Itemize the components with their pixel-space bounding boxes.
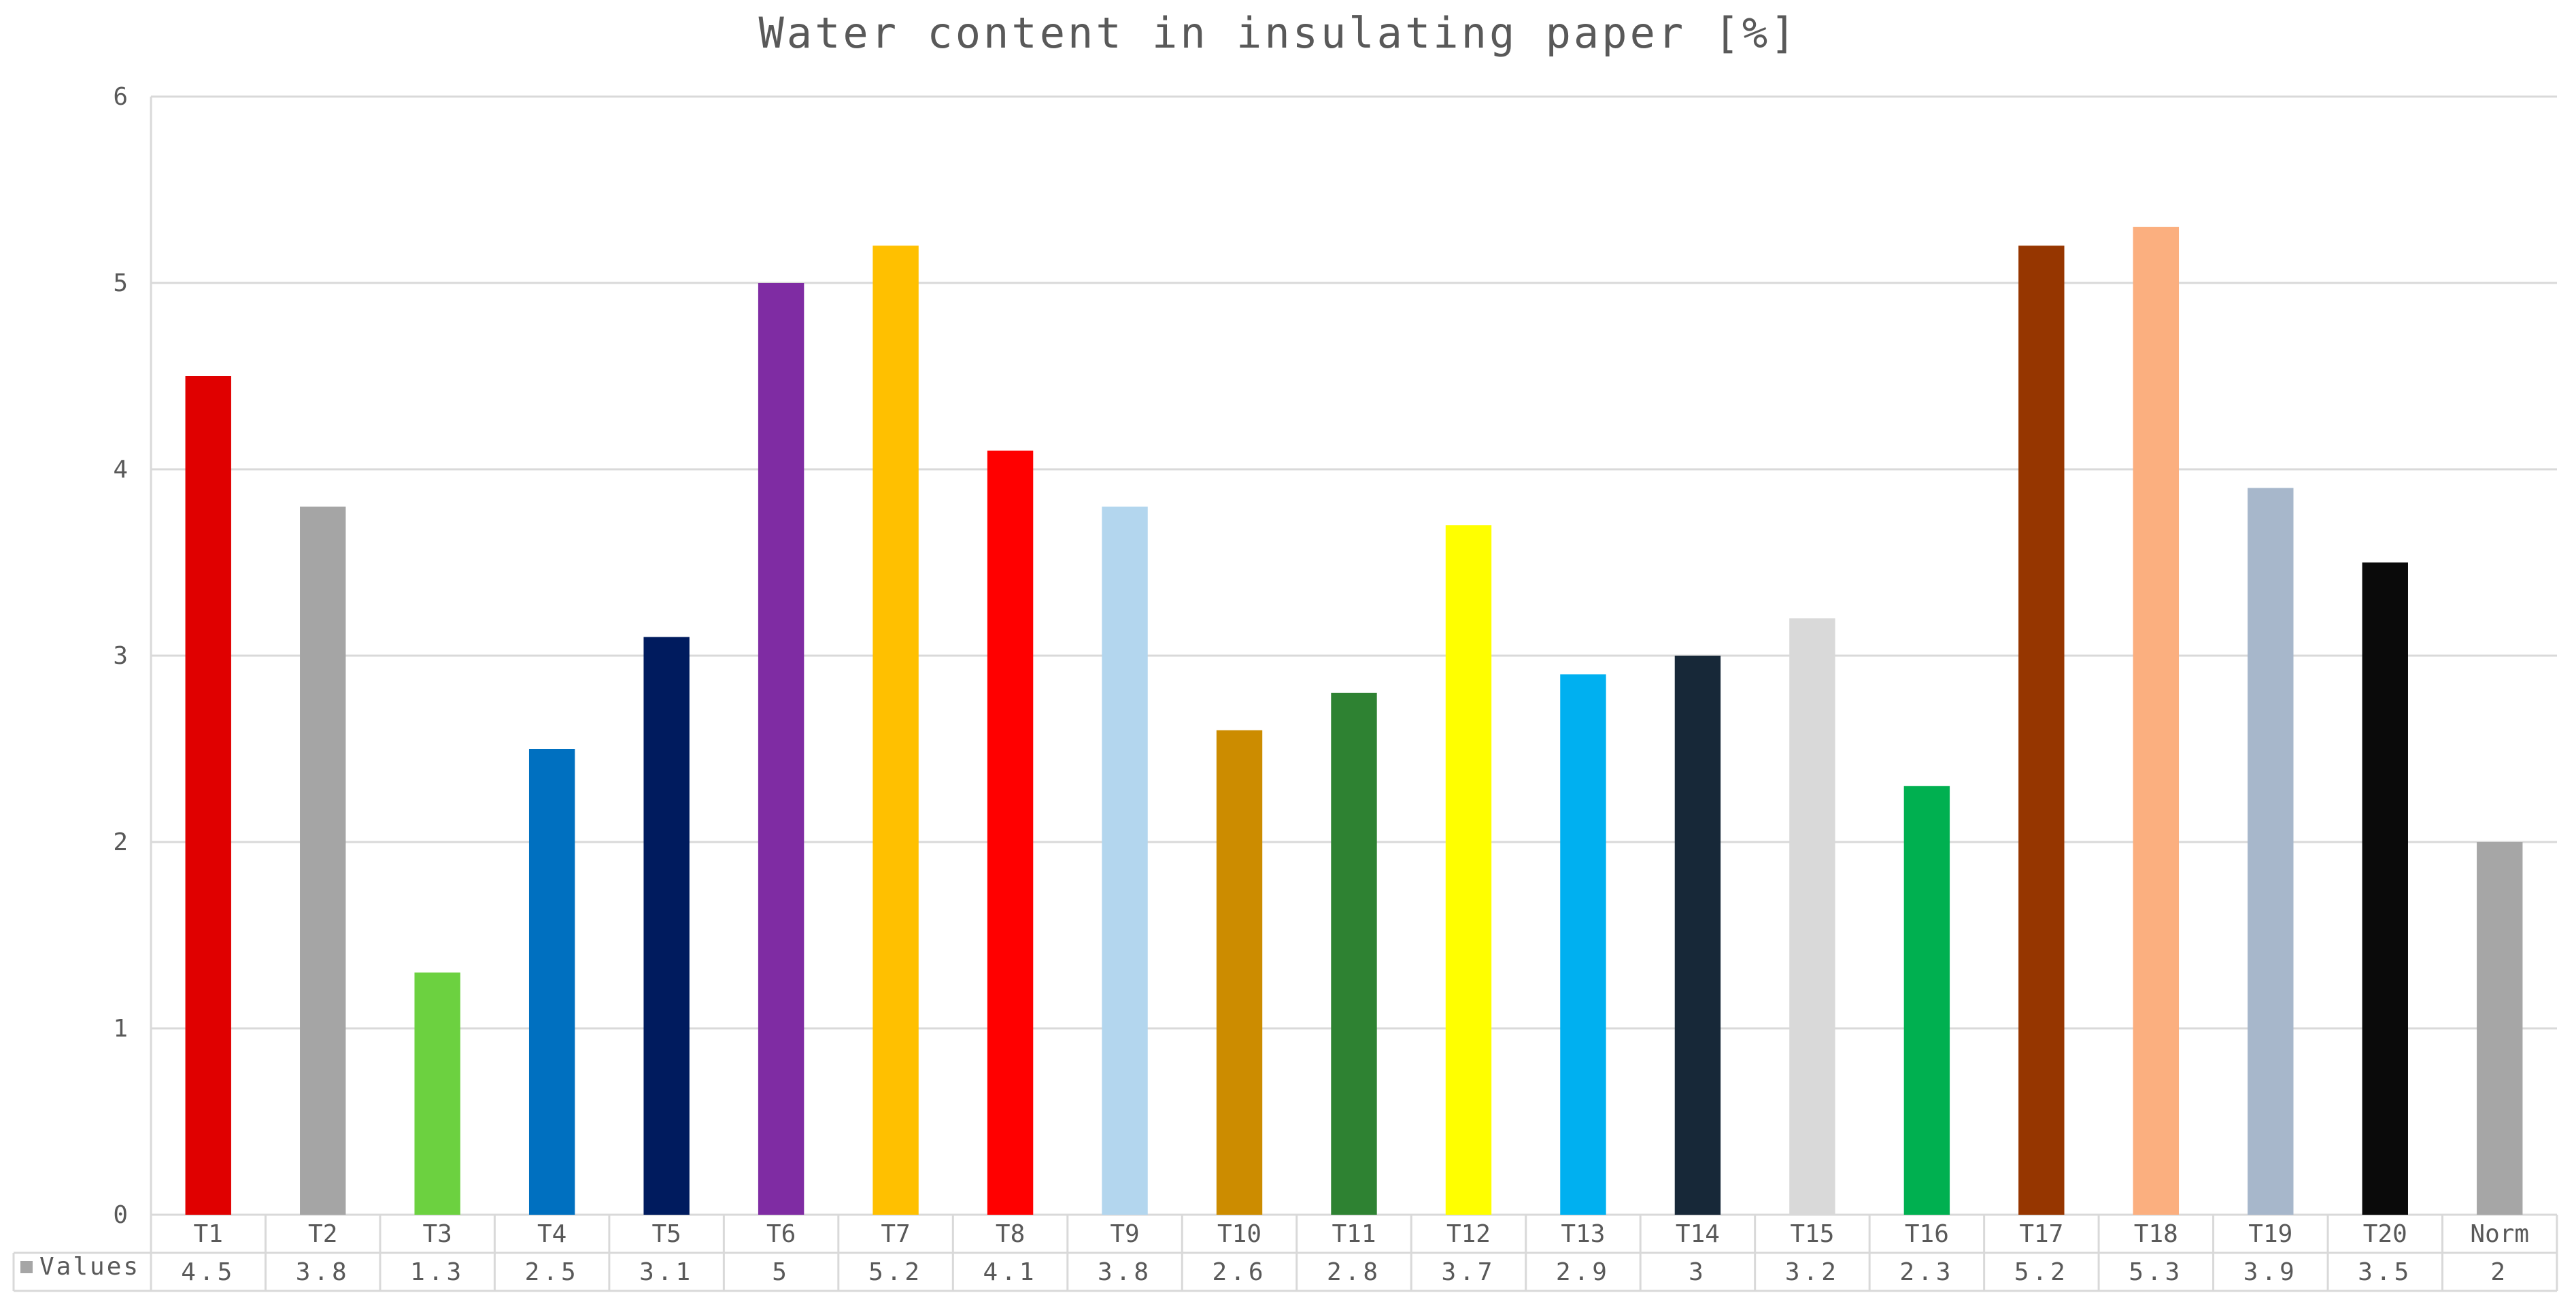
category-label: T4 (537, 1220, 566, 1248)
category-label: T15 (1790, 1220, 1834, 1248)
y-tick-label: 4 (113, 456, 128, 484)
value-label: 3.7 (1441, 1258, 1495, 1286)
category-label: T11 (1332, 1220, 1376, 1248)
value-label: 5 (772, 1258, 790, 1286)
value-label: 1.3 (410, 1258, 464, 1286)
category-label: T10 (1217, 1220, 1261, 1248)
chart-title: Water content in insulating paper [%] (758, 8, 1798, 58)
y-tick-label: 1 (113, 1015, 128, 1043)
bar-t3 (414, 972, 460, 1215)
category-label: T19 (2248, 1220, 2292, 1248)
value-label: 3.9 (2243, 1258, 2298, 1286)
value-label: 2.5 (525, 1258, 579, 1286)
y-axis-ticks: 0 1 2 3 4 5 6 (113, 83, 128, 1229)
legend-marker (20, 1261, 33, 1273)
category-label: T14 (1676, 1220, 1720, 1248)
bar-t16 (1903, 786, 1950, 1215)
value-label: 2.8 (1327, 1258, 1381, 1286)
bar-t6 (758, 283, 804, 1215)
data-table: Values T1 4.5 T2 3.8 T3 1.3 T4 2.5 T5 3.1 T6 5 T7 5.2… (12, 1215, 2558, 1292)
value-label: 2.3 (1899, 1258, 1954, 1286)
bars (185, 226, 2523, 1215)
value-label: 3.2 (1785, 1258, 1840, 1286)
bar-t10 (1216, 730, 1263, 1215)
category-label: T17 (2019, 1220, 2063, 1248)
category-label: T18 (2134, 1220, 2178, 1248)
category-label: T3 (423, 1220, 452, 1248)
value-label: 3.1 (639, 1258, 694, 1286)
bar-t5 (643, 637, 690, 1215)
category-label: T9 (1110, 1220, 1139, 1248)
bar-t18 (2133, 226, 2180, 1215)
value-label: 3 (1689, 1258, 1707, 1286)
category-label: T7 (881, 1220, 910, 1248)
y-tick-label: 3 (113, 642, 128, 670)
y-tick-label: 2 (113, 828, 128, 856)
category-label: T20 (2363, 1220, 2407, 1248)
y-tick-label: 5 (113, 269, 128, 297)
category-label: T2 (308, 1220, 337, 1248)
bar-t8 (987, 450, 1034, 1215)
value-label: 5.3 (2129, 1258, 2183, 1286)
value-label: 3.8 (296, 1258, 350, 1286)
bar-t12 (1445, 525, 1492, 1215)
bar-t14 (1674, 656, 1721, 1215)
value-label: 5.2 (2014, 1258, 2069, 1286)
value-label: 2.9 (1556, 1258, 1610, 1286)
category-label: T12 (1446, 1220, 1491, 1248)
category-label: Norm (2470, 1220, 2529, 1248)
bar-t19 (2248, 488, 2294, 1215)
value-label: 5.2 (868, 1258, 923, 1286)
category-label: T8 (996, 1220, 1025, 1248)
bar-t9 (1102, 506, 1148, 1215)
value-label: 3.5 (2358, 1258, 2412, 1286)
bar-t13 (1560, 674, 1606, 1215)
value-label: 4.5 (181, 1258, 235, 1286)
value-label: 2 (2490, 1258, 2509, 1286)
value-label: 2.6 (1213, 1258, 1267, 1286)
bar-t7 (872, 246, 919, 1215)
bar-norm (2477, 842, 2523, 1215)
category-label: T13 (1561, 1220, 1605, 1248)
category-label: T16 (1905, 1220, 1949, 1248)
value-label: 3.8 (1098, 1258, 1152, 1286)
bar-t15 (1789, 618, 1835, 1215)
bar-t11 (1331, 692, 1377, 1215)
legend-label: Values (39, 1253, 140, 1281)
bar-t17 (2018, 246, 2065, 1215)
category-label: T6 (766, 1220, 796, 1248)
y-tick-label: 0 (113, 1201, 128, 1229)
category-label: T1 (194, 1220, 223, 1248)
y-tick-label: 6 (113, 83, 128, 111)
bar-t4 (528, 749, 575, 1215)
bar-t20 (2362, 562, 2408, 1215)
category-label: T5 (651, 1220, 681, 1248)
value-label: 4.1 (983, 1258, 1038, 1286)
bar-t2 (300, 506, 346, 1215)
bar-t1 (185, 376, 231, 1215)
